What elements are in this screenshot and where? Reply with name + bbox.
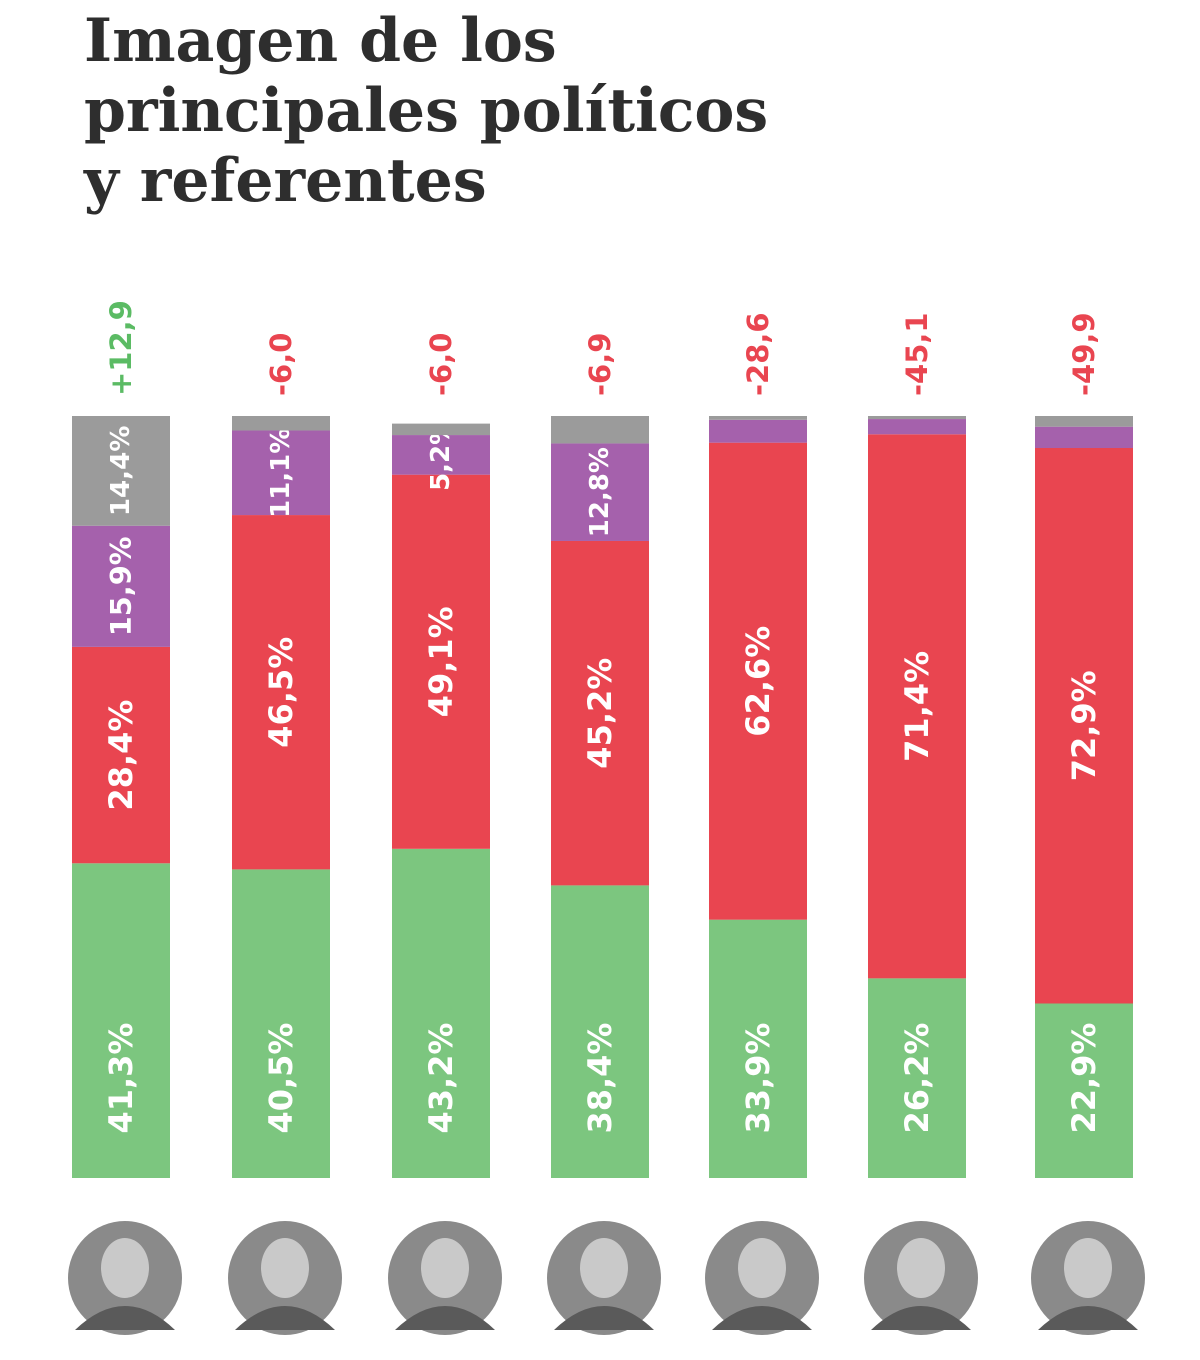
bar-segment-regular bbox=[709, 419, 807, 443]
bar-segment-ns_nc bbox=[392, 423, 490, 436]
segment-label-ns_nc: 14,4% bbox=[106, 426, 136, 517]
bar-segment-regular bbox=[1035, 426, 1133, 449]
bar-segment-regular bbox=[551, 443, 649, 541]
bar-segment-ns_nc bbox=[868, 416, 966, 420]
person-body-icon bbox=[712, 1306, 812, 1330]
bar-segment-positive bbox=[72, 863, 170, 1178]
portrait-photo bbox=[705, 1221, 819, 1335]
segment-label-regular: 15,9% bbox=[104, 536, 138, 636]
person-head-icon bbox=[261, 1238, 309, 1298]
person-head-icon bbox=[580, 1238, 628, 1298]
person-head-icon bbox=[101, 1238, 149, 1298]
segment-label-positive: 38,4% bbox=[581, 1022, 619, 1133]
person-body-icon bbox=[395, 1306, 495, 1330]
segment-label-positive: 26,2% bbox=[898, 1022, 936, 1133]
portrait-photo bbox=[547, 1221, 661, 1335]
person-body-icon bbox=[554, 1306, 654, 1330]
person-body-icon bbox=[871, 1306, 971, 1330]
bar-segment-regular bbox=[392, 435, 490, 475]
segment-label-negative: 45,2% bbox=[581, 658, 619, 769]
bar-segment-ns_nc bbox=[551, 416, 649, 444]
person-body-icon bbox=[1038, 1306, 1138, 1330]
bar-segment-ns_nc bbox=[232, 416, 330, 431]
differential-label: -45,1 bbox=[900, 312, 934, 396]
bar-segment-ns_nc bbox=[709, 416, 807, 420]
differential-label: +12,9 bbox=[104, 300, 138, 396]
person-head-icon bbox=[1064, 1238, 1112, 1298]
differential-label: -6,0 bbox=[264, 333, 298, 396]
chart-title-line-3: y referentes bbox=[84, 146, 487, 216]
segment-label-negative: 28,4% bbox=[102, 700, 140, 811]
bar-segment-negative bbox=[551, 540, 649, 886]
portrait-photo bbox=[68, 1221, 182, 1335]
bar-segment-positive bbox=[868, 978, 966, 1178]
segment-label-regular: 12,8% bbox=[585, 447, 615, 537]
bar-segment-negative bbox=[72, 646, 170, 864]
segment-label-negative: 72,9% bbox=[1065, 670, 1103, 781]
bar-segment-positive bbox=[392, 848, 490, 1178]
segment-label-negative: 62,6% bbox=[739, 626, 777, 737]
portrait-photo bbox=[228, 1221, 342, 1335]
segment-label-negative: 46,5% bbox=[262, 637, 300, 748]
bar-segment-negative bbox=[868, 434, 966, 979]
bar-segment-regular bbox=[72, 525, 170, 647]
bar-segment-positive bbox=[232, 869, 330, 1178]
segment-label-positive: 41,3% bbox=[102, 1022, 140, 1133]
person-head-icon bbox=[738, 1238, 786, 1298]
bar-segment-negative bbox=[232, 515, 330, 870]
differential-label: -49,9 bbox=[1067, 312, 1101, 396]
chart-title-line-1: Imagen de los bbox=[84, 6, 557, 76]
segment-label-positive: 40,5% bbox=[262, 1022, 300, 1133]
bar-segment-ns_nc bbox=[1035, 416, 1133, 427]
differential-label: -6,9 bbox=[583, 333, 617, 396]
bar-segment-ns_nc bbox=[72, 416, 170, 526]
portrait-photo bbox=[864, 1221, 978, 1335]
bar-segment-regular bbox=[232, 430, 330, 516]
chart-title-line-2: principales políticos bbox=[84, 76, 769, 146]
portrait-photo bbox=[1031, 1221, 1145, 1335]
portrait-photo bbox=[388, 1221, 502, 1335]
person-head-icon bbox=[897, 1238, 945, 1298]
segment-label-negative: 71,4% bbox=[898, 651, 936, 762]
person-body-icon bbox=[75, 1306, 175, 1330]
segment-label-regular: 11,1% bbox=[266, 428, 296, 518]
segment-label-positive: 43,2% bbox=[422, 1022, 460, 1133]
chart-title: Imagen de los principales políticos y re… bbox=[84, 6, 984, 216]
bar-segment-negative bbox=[709, 442, 807, 920]
bar-segment-negative bbox=[392, 474, 490, 849]
segment-label-positive: 33,9% bbox=[739, 1022, 777, 1133]
bar-segment-negative bbox=[1035, 448, 1133, 1004]
differential-label: -6,0 bbox=[424, 333, 458, 396]
bar-segment-positive bbox=[551, 885, 649, 1178]
segment-label-positive: 22,9% bbox=[1065, 1022, 1103, 1133]
bar-segment-regular bbox=[868, 419, 966, 435]
person-body-icon bbox=[235, 1306, 335, 1330]
person-head-icon bbox=[421, 1238, 469, 1298]
bar-segment-positive bbox=[1035, 1003, 1133, 1178]
differential-label: -28,6 bbox=[741, 312, 775, 396]
bar-segment-positive bbox=[709, 919, 807, 1178]
segment-label-negative: 49,1% bbox=[422, 606, 460, 717]
